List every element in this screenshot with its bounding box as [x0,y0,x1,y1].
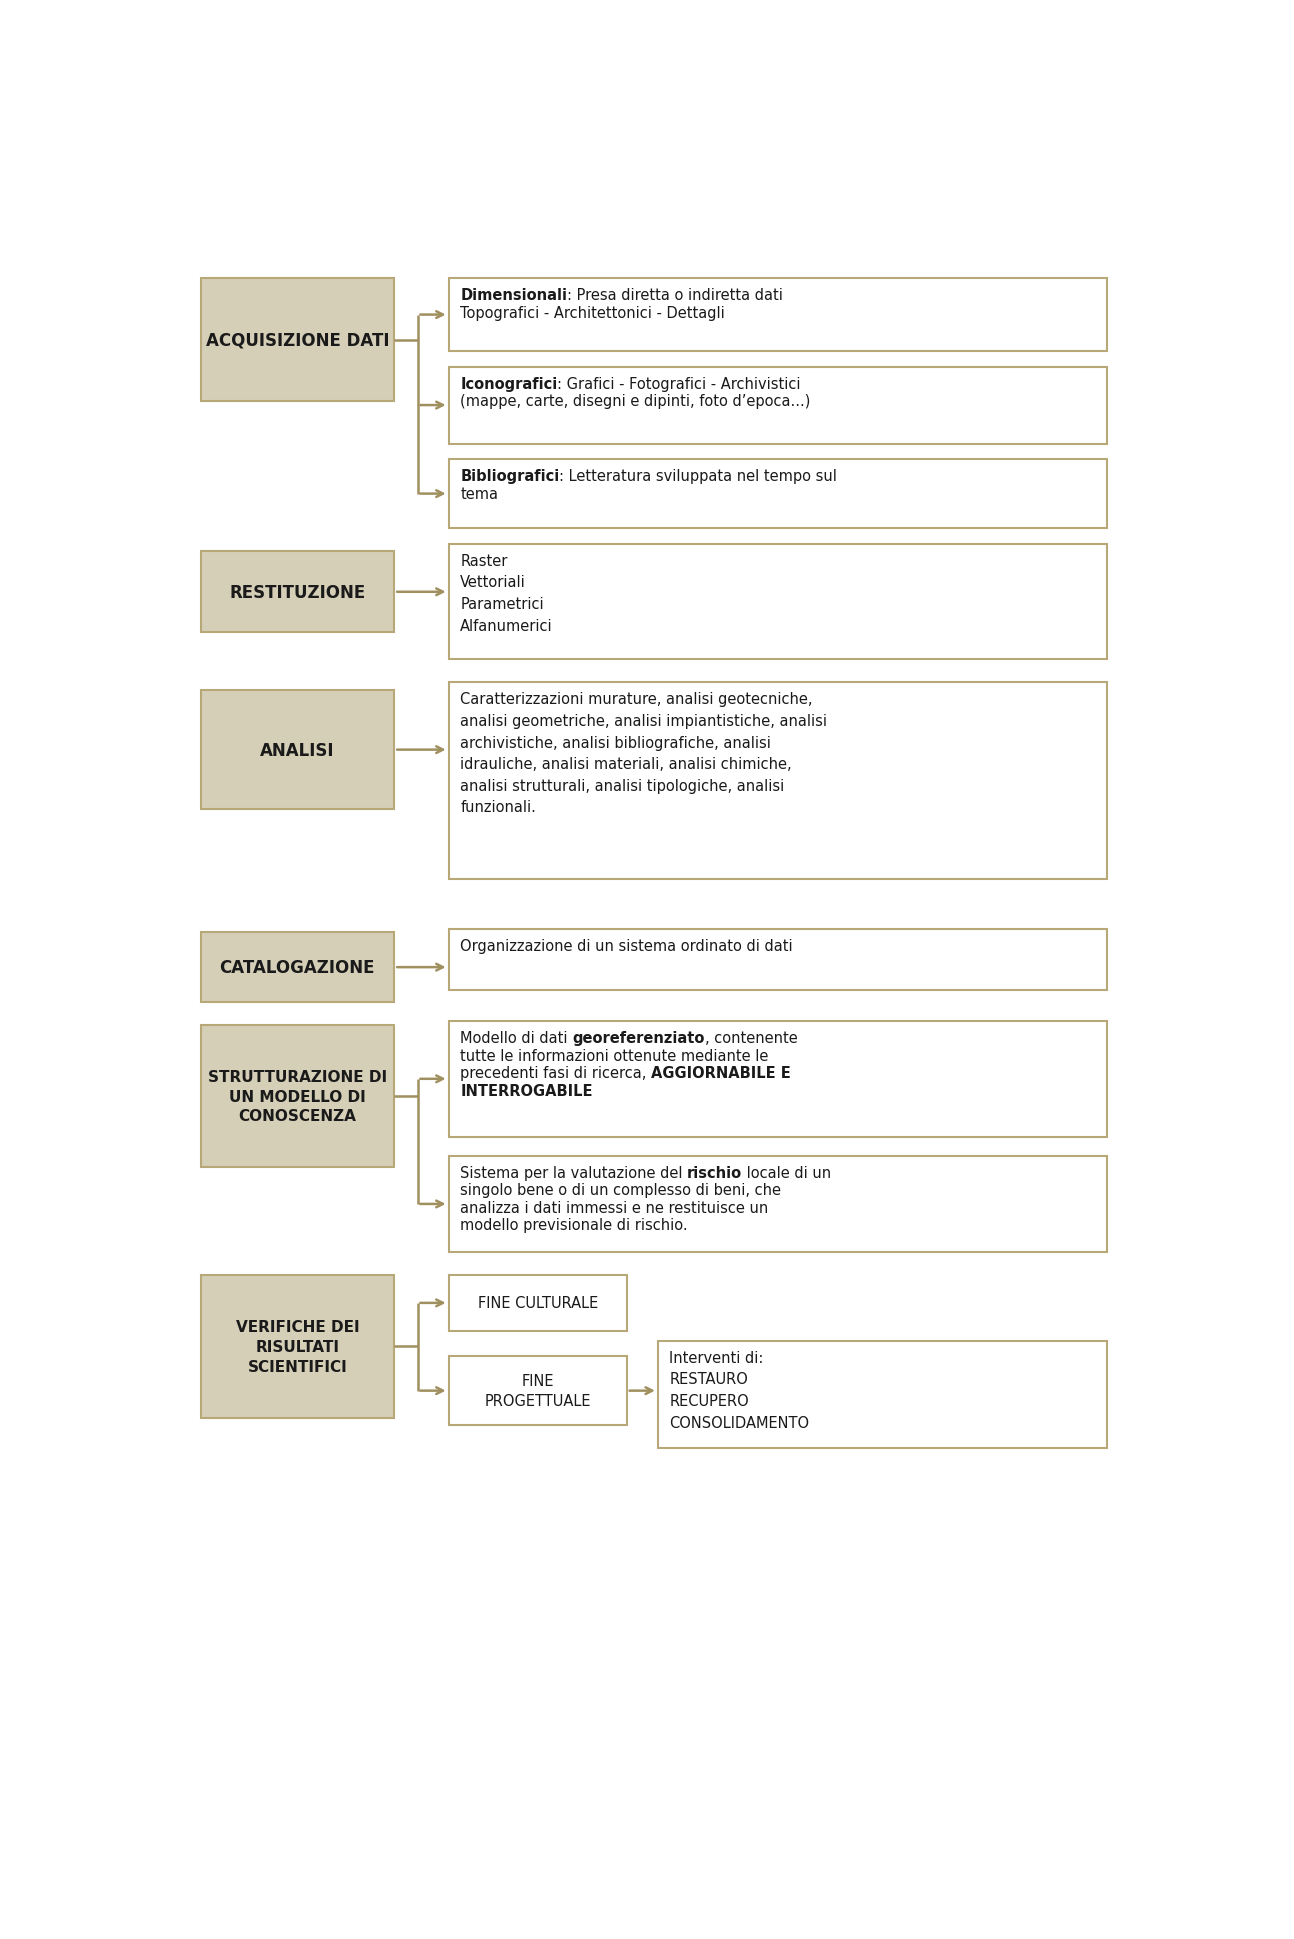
Bar [201,1026,395,1167]
Text: Bibliografici: Bibliografici [461,469,559,485]
Text: tutte le informazioni ottenute mediante le: tutte le informazioni ottenute mediante … [461,1049,769,1063]
Text: VERIFICHE DEI
RISULTATI
SCIENTIFICI: VERIFICHE DEI RISULTATI SCIENTIFICI [236,1319,360,1375]
Bar [201,1276,395,1417]
Bar [657,1342,1108,1448]
Bar [449,366,1108,444]
Bar [201,279,395,401]
Text: Topografici - Architettonici - Dettagli: Topografici - Architettonici - Dettagli [461,306,725,320]
Text: modello previsionale di rischio.: modello previsionale di rischio. [461,1218,687,1233]
Bar [449,460,1108,529]
Text: precedenti fasi di ricerca,: precedenti fasi di ricerca, [461,1066,651,1080]
Bar [449,1156,1108,1253]
Text: AGGIORNABILE E: AGGIORNABILE E [651,1066,791,1080]
Text: FINE
PROGETTUALE: FINE PROGETTUALE [484,1373,591,1408]
Text: Iconografici: Iconografici [461,376,558,392]
Bar [449,683,1108,878]
Bar [449,1355,626,1425]
Text: georeferenziato: georeferenziato [572,1032,705,1045]
Bar [201,553,395,632]
Bar [449,1276,626,1330]
Text: singolo bene o di un complesso di beni, che: singolo bene o di un complesso di beni, … [461,1183,782,1198]
Bar [201,933,395,1002]
Text: Raster
Vettoriali
Parametrici
Alfanumerici: Raster Vettoriali Parametrici Alfanumeri… [461,555,553,634]
Bar [449,545,1108,659]
Text: ANALISI: ANALISI [260,741,335,760]
Text: analizza i dati immessi e ne restituisce un: analizza i dati immessi e ne restituisce… [461,1200,769,1216]
Bar [449,929,1108,991]
Text: locale di un: locale di un [743,1165,832,1181]
Text: : Letteratura sviluppata nel tempo sul: : Letteratura sviluppata nel tempo sul [559,469,837,485]
Text: Caratterizzazioni murature, analisi geotecniche,
analisi geometriche, analisi im: Caratterizzazioni murature, analisi geot… [461,692,827,814]
Text: rischio: rischio [687,1165,743,1181]
Bar [449,279,1108,353]
Text: tema: tema [461,487,498,502]
Text: Interventi di:
RESTAURO
RECUPERO
CONSOLIDAMENTO: Interventi di: RESTAURO RECUPERO CONSOLI… [669,1350,810,1429]
Text: STRUTTURAZIONE DI
UN MODELLO DI
CONOSCENZA: STRUTTURAZIONE DI UN MODELLO DI CONOSCEN… [208,1068,387,1125]
Text: INTERROGABILE: INTERROGABILE [461,1084,593,1097]
Text: , contenente: , contenente [705,1032,797,1045]
Bar [449,1022,1108,1136]
Text: : Presa diretta o indiretta dati: : Presa diretta o indiretta dati [567,289,783,302]
Text: RESTITUZIONE: RESTITUZIONE [229,584,365,601]
Text: : Grafici - Fotografici - Archivistici: : Grafici - Fotografici - Archivistici [558,376,801,392]
Text: FINE CULTURALE: FINE CULTURALE [477,1295,598,1311]
Text: (mappe, carte, disegni e dipinti, foto d’epoca...): (mappe, carte, disegni e dipinti, foto d… [461,394,810,409]
Text: Organizzazione di un sistema ordinato di dati: Organizzazione di un sistema ordinato di… [461,938,793,954]
Text: Modello di dati: Modello di dati [461,1032,572,1045]
Text: Sistema per la valutazione del: Sistema per la valutazione del [461,1165,687,1181]
Text: ACQUISIZIONE DATI: ACQUISIZIONE DATI [206,332,389,349]
Text: CATALOGAZIONE: CATALOGAZIONE [220,958,375,977]
Text: Dimensionali: Dimensionali [461,289,567,302]
Bar [201,690,395,811]
